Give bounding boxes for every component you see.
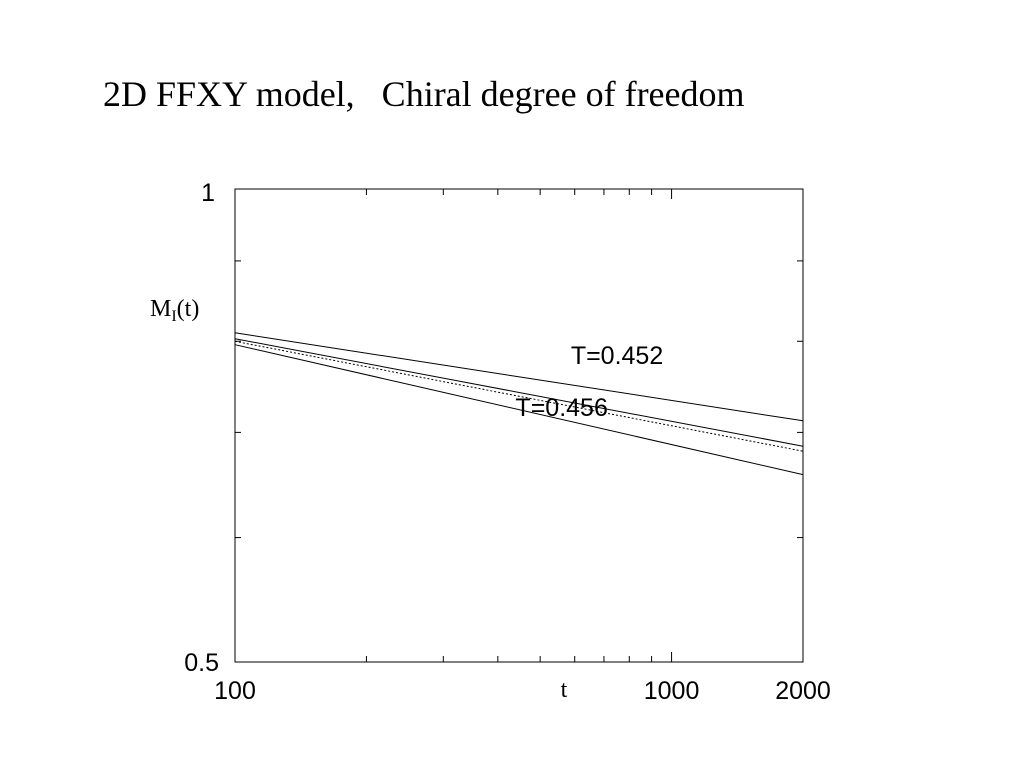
- labels-layer: 100 1000 2000 1 0.5 t MI(t) T=0.452 T=0.456: [150, 179, 831, 705]
- x-tick-label: 1000: [644, 677, 700, 705]
- y-tick-label: 0.5: [184, 649, 219, 677]
- y-tick-label: 1: [201, 179, 215, 207]
- x-tick-label: 2000: [775, 677, 831, 705]
- tick-marks: [234, 188, 804, 663]
- series-annotation: T=0.452: [571, 342, 663, 370]
- series-line-2: [234, 338, 804, 447]
- page-title: 2D FFXY model, Chiral degree of freedom: [103, 74, 745, 114]
- x-axis-label: t: [561, 677, 568, 703]
- plot-frame: [234, 188, 804, 663]
- series-layer: [234, 332, 804, 476]
- series-annotation: T=0.456: [515, 394, 607, 422]
- series-line-1: [234, 332, 804, 422]
- x-tick-label: 100: [214, 677, 256, 705]
- y-axis-label: MI(t): [150, 296, 199, 325]
- series-line-3: [234, 340, 804, 452]
- series-line-4: [234, 344, 804, 476]
